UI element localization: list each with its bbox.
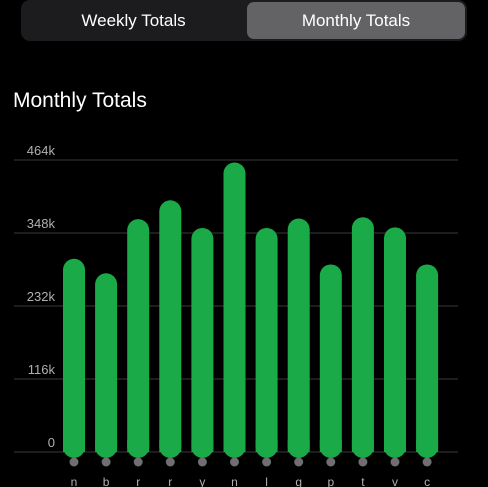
x-axis-dot — [69, 457, 79, 467]
x-tick-label: y — [199, 475, 205, 487]
bar-jan — [63, 258, 85, 458]
bar-base-oct — [351, 440, 374, 452]
x-tick-label: l — [265, 475, 268, 487]
bar-base-sep — [319, 440, 342, 452]
x-axis-dot — [165, 457, 175, 467]
chart-x-axis-dots — [69, 457, 432, 467]
weekly-totals-tab[interactable]: Weekly Totals — [81, 10, 186, 30]
bar-base-nov — [384, 440, 406, 452]
bar-base-mar — [127, 440, 150, 452]
bar-nov — [384, 227, 406, 458]
x-tick-label: r — [168, 475, 172, 487]
bar-base-dec — [416, 440, 439, 452]
x-tick-label: n — [231, 475, 238, 487]
bar-apr — [159, 200, 182, 458]
bar-base-apr — [159, 440, 182, 452]
x-axis-dot — [101, 457, 111, 467]
x-tick-label: g — [295, 475, 302, 487]
x-tick-label: r — [136, 475, 140, 487]
bar-mar — [127, 219, 150, 458]
bar-jun — [223, 162, 246, 458]
x-axis-dot — [294, 457, 304, 467]
x-axis-dot — [326, 457, 336, 467]
x-tick-label: p — [327, 475, 334, 487]
x-tick-label: t — [361, 475, 365, 487]
bar-base-jun — [223, 440, 246, 452]
bar-oct — [351, 217, 374, 458]
bar-base-aug — [287, 440, 310, 452]
bar-base-may — [191, 440, 214, 452]
y-tick-label: 0 — [48, 435, 55, 450]
bar-aug — [287, 218, 310, 458]
y-tick-label: 464k — [27, 143, 56, 158]
x-tick-label: c — [424, 475, 430, 487]
x-tick-label: v — [392, 475, 398, 487]
bar-feb — [95, 273, 118, 458]
chart-y-axis: 0 116k 232k 348k 464k — [27, 143, 56, 450]
x-tick-label: b — [103, 475, 110, 487]
chart-bars — [63, 162, 439, 458]
bar-jul — [255, 227, 278, 458]
x-tick-label: n — [71, 475, 78, 487]
x-axis-dot — [133, 457, 143, 467]
y-tick-label: 232k — [27, 289, 56, 304]
bar-dec — [416, 264, 439, 458]
monthly-totals-tab[interactable]: Monthly Totals — [247, 2, 465, 39]
totals-segmented-control: Weekly Totals Monthly Totals — [21, 0, 467, 41]
bar-base-feb — [95, 440, 118, 452]
bar-base-jan — [63, 440, 85, 452]
y-tick-label: 348k — [27, 216, 56, 231]
bar-sep — [319, 264, 342, 458]
x-axis-dot — [262, 457, 272, 467]
x-axis-dot — [422, 457, 432, 467]
x-axis-dot — [358, 457, 368, 467]
x-axis-dot — [390, 457, 400, 467]
bar-may — [191, 227, 214, 458]
section-title: Monthly Totals — [13, 89, 147, 112]
x-axis-dot — [197, 457, 207, 467]
x-axis-dot — [230, 457, 239, 467]
bar-base-jul — [255, 440, 278, 452]
y-tick-label: 116k — [28, 362, 56, 377]
